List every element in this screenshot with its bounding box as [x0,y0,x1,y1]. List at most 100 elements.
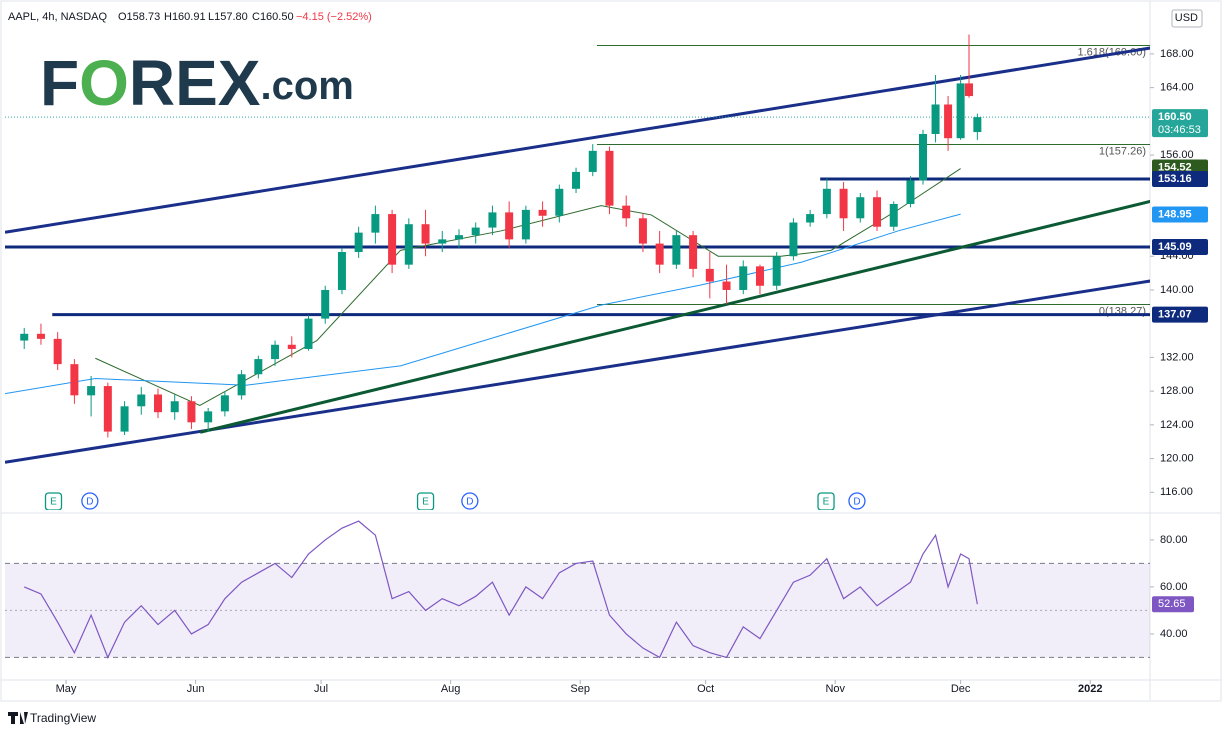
moving-average [5,213,961,395]
candle-body [856,197,865,219]
candle-body [588,150,597,172]
rsi-y-tick-label: 60.00 [1160,581,1188,593]
header-item: O158.73 [118,11,160,23]
candle-body [873,197,882,227]
header-item: AAPL, 4h, NASDAQ [8,11,107,23]
x-tick-label: Sep [570,683,590,695]
candle-body [772,256,781,286]
event-label: E [422,497,429,508]
trendline [199,199,1150,434]
candle-body [822,188,831,215]
candle-body [287,344,296,349]
price-tag-label: 154.52 [1158,161,1192,173]
candle-body [421,224,430,244]
event-label: E [50,497,57,508]
candle-body [170,401,179,413]
currency: USD [1175,12,1198,24]
candle-body [964,83,973,97]
candle-body [220,395,229,412]
x-tick-label: Nov [825,683,845,695]
candle-body [187,401,196,423]
y-tick-label: 140.00 [1160,284,1194,296]
price-tag-label: 145.09 [1158,241,1192,253]
header-item: H160.91 [164,11,206,23]
rsi-line [23,520,978,659]
candle-body [789,222,798,257]
y-tick-label: 168.00 [1160,48,1194,60]
rsi-y-tick-label: 40.00 [1160,628,1188,640]
logo-part: REX [129,47,261,119]
candle-body [605,150,614,206]
x-tick-label: Dec [951,683,971,695]
header-item: L157.80 [208,11,248,23]
rsi-tag [1152,596,1194,613]
tradingview-icon [8,712,28,724]
candle-body [271,344,280,360]
candle-body [689,235,698,269]
candle-body [103,386,112,432]
candle-body [622,205,631,219]
candle-body [304,318,313,349]
candle-body [36,333,45,339]
y-tick-label: 116.00 [1160,486,1193,498]
rsi-y-tick-label: 80.00 [1160,534,1188,546]
event-label: D [466,497,473,508]
event-marker [81,492,99,510]
candle-body [919,133,928,181]
candle-body [20,333,29,341]
main-pane: FOREX.com1.618(169.00)1(157.26)0(138.27)… [5,34,1150,510]
candle-body [505,212,514,240]
fib-label: 1(157.26) [1099,145,1146,157]
candle-body [944,104,953,139]
header-item: C160.50 [252,11,294,23]
currency-box [1171,9,1203,28]
logo-part: O [79,47,129,119]
candle-body [722,281,731,290]
candle-body [705,268,714,282]
candle-body [371,214,380,233]
candle-body [555,188,564,216]
trendline [5,279,1150,464]
candle-body [655,243,664,265]
event-marker [848,492,866,510]
x-tick-label: Jun [187,683,205,695]
x-tick-label: 2022 [1078,683,1102,695]
event-marker [461,492,479,510]
candle-body [120,406,129,432]
frame [0,0,1222,702]
candle-body [438,239,447,244]
candle-body [521,209,530,240]
candle-body [973,117,982,133]
y-tick-label: 120.00 [1160,452,1194,464]
candle-body [755,266,764,286]
candle-body [454,235,463,240]
y-tick-label: 156.00 [1160,149,1194,161]
candle-body [538,209,547,216]
plot: May Jun Jul Aug Sep Oct Nov Dec 2022 116.00 120.00… [5,9,1208,695]
y-tick-label: 132.00 [1160,351,1194,363]
candle-body [388,214,397,265]
candle-body [204,411,213,423]
x-tick-label: Jul [314,683,328,695]
rsi-tag-label: 52.65 [1158,598,1186,610]
candle-body [404,224,413,265]
logo-part: .com [260,64,353,108]
price-tag [1152,239,1208,256]
candle-body [931,104,940,134]
logo-part: F [40,47,79,119]
event-marker [817,492,835,510]
x-tick-label: Oct [697,683,714,695]
event-label: D [853,497,860,508]
candle-body [956,83,965,139]
event-marker [416,492,435,510]
candle-body [839,188,848,219]
price-tag-label: 153.16 [1158,173,1192,185]
price-tag [1152,306,1208,323]
price-tag [1152,109,1208,138]
price-tag-label: 160.50 [1158,111,1192,123]
candle-body [572,171,581,189]
event-label: E [823,497,830,508]
candle-body [889,203,898,227]
event-marker [44,492,63,510]
